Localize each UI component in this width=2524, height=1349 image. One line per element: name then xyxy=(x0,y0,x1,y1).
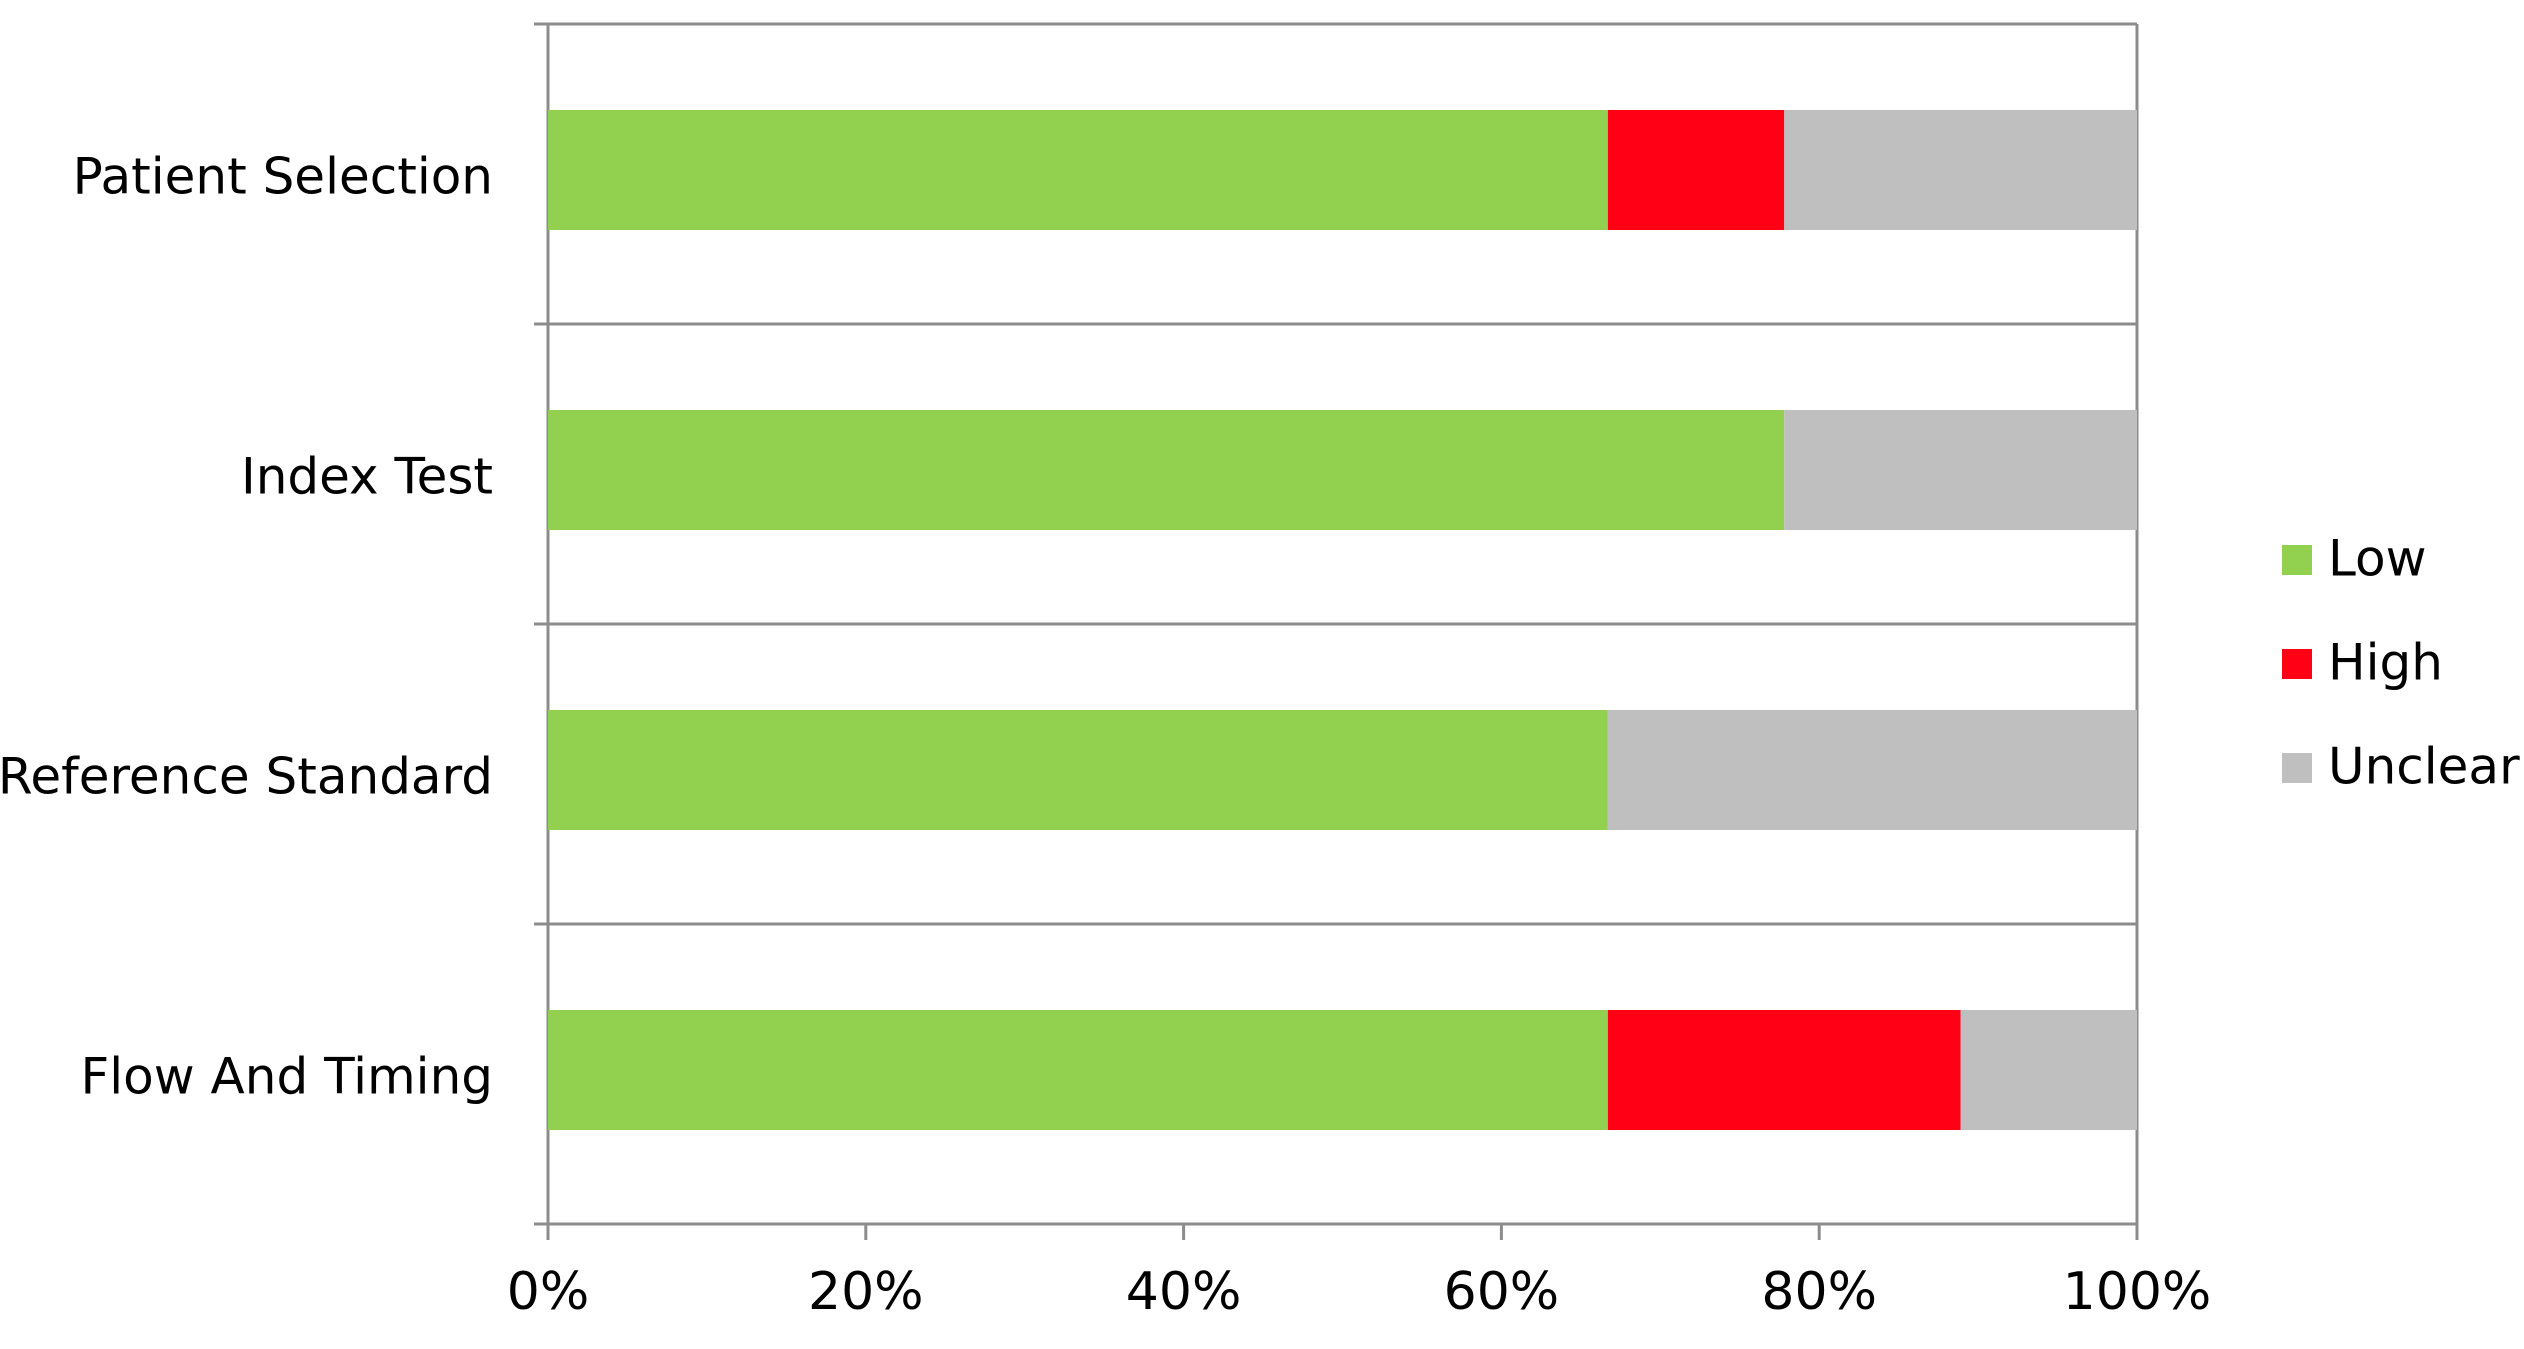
category-label: Patient Selection xyxy=(73,148,493,206)
legend-label-high: High xyxy=(2328,634,2443,692)
legend-label-low: Low xyxy=(2328,530,2426,588)
legend-swatch-unclear xyxy=(2282,753,2312,783)
legend-swatch-high xyxy=(2282,649,2312,679)
category-label: Index Test xyxy=(241,448,493,506)
bar-unclear-index-test xyxy=(1784,410,2137,530)
bar-low-index-test xyxy=(548,410,1785,530)
x-tick-label: 20% xyxy=(808,1262,924,1322)
x-tick-label: 60% xyxy=(1444,1262,1560,1322)
bar-low-flow-and-timing xyxy=(548,1010,1608,1130)
legend: Low High Unclear xyxy=(2282,530,2520,796)
x-tick-label: 80% xyxy=(1761,1262,1877,1322)
x-tick-label: 0% xyxy=(507,1262,590,1322)
category-labels: Patient Selection Index Test Reference Sta… xyxy=(0,148,493,1106)
x-axis: 0% 20% 40% 60% 80% 100% xyxy=(507,1222,2212,1322)
bar-unclear-reference-standard xyxy=(1607,710,2137,830)
legend-swatch-low xyxy=(2282,545,2312,575)
x-tick-label: 100% xyxy=(2063,1262,2212,1322)
bar-high-patient-selection xyxy=(1607,110,1785,230)
x-tick-label: 40% xyxy=(1126,1262,1242,1322)
bar-unclear-flow-and-timing xyxy=(1960,1010,2137,1130)
category-label: Reference Standard xyxy=(0,748,493,806)
legend-label-unclear: Unclear xyxy=(2328,738,2520,796)
bar-high-flow-and-timing xyxy=(1607,1010,1961,1130)
category-label: Flow And Timing xyxy=(81,1048,493,1106)
bars xyxy=(548,110,2137,1130)
bar-low-patient-selection xyxy=(548,110,1608,230)
bar-low-reference-standard xyxy=(548,710,1608,830)
bar-unclear-patient-selection xyxy=(1784,110,2137,230)
